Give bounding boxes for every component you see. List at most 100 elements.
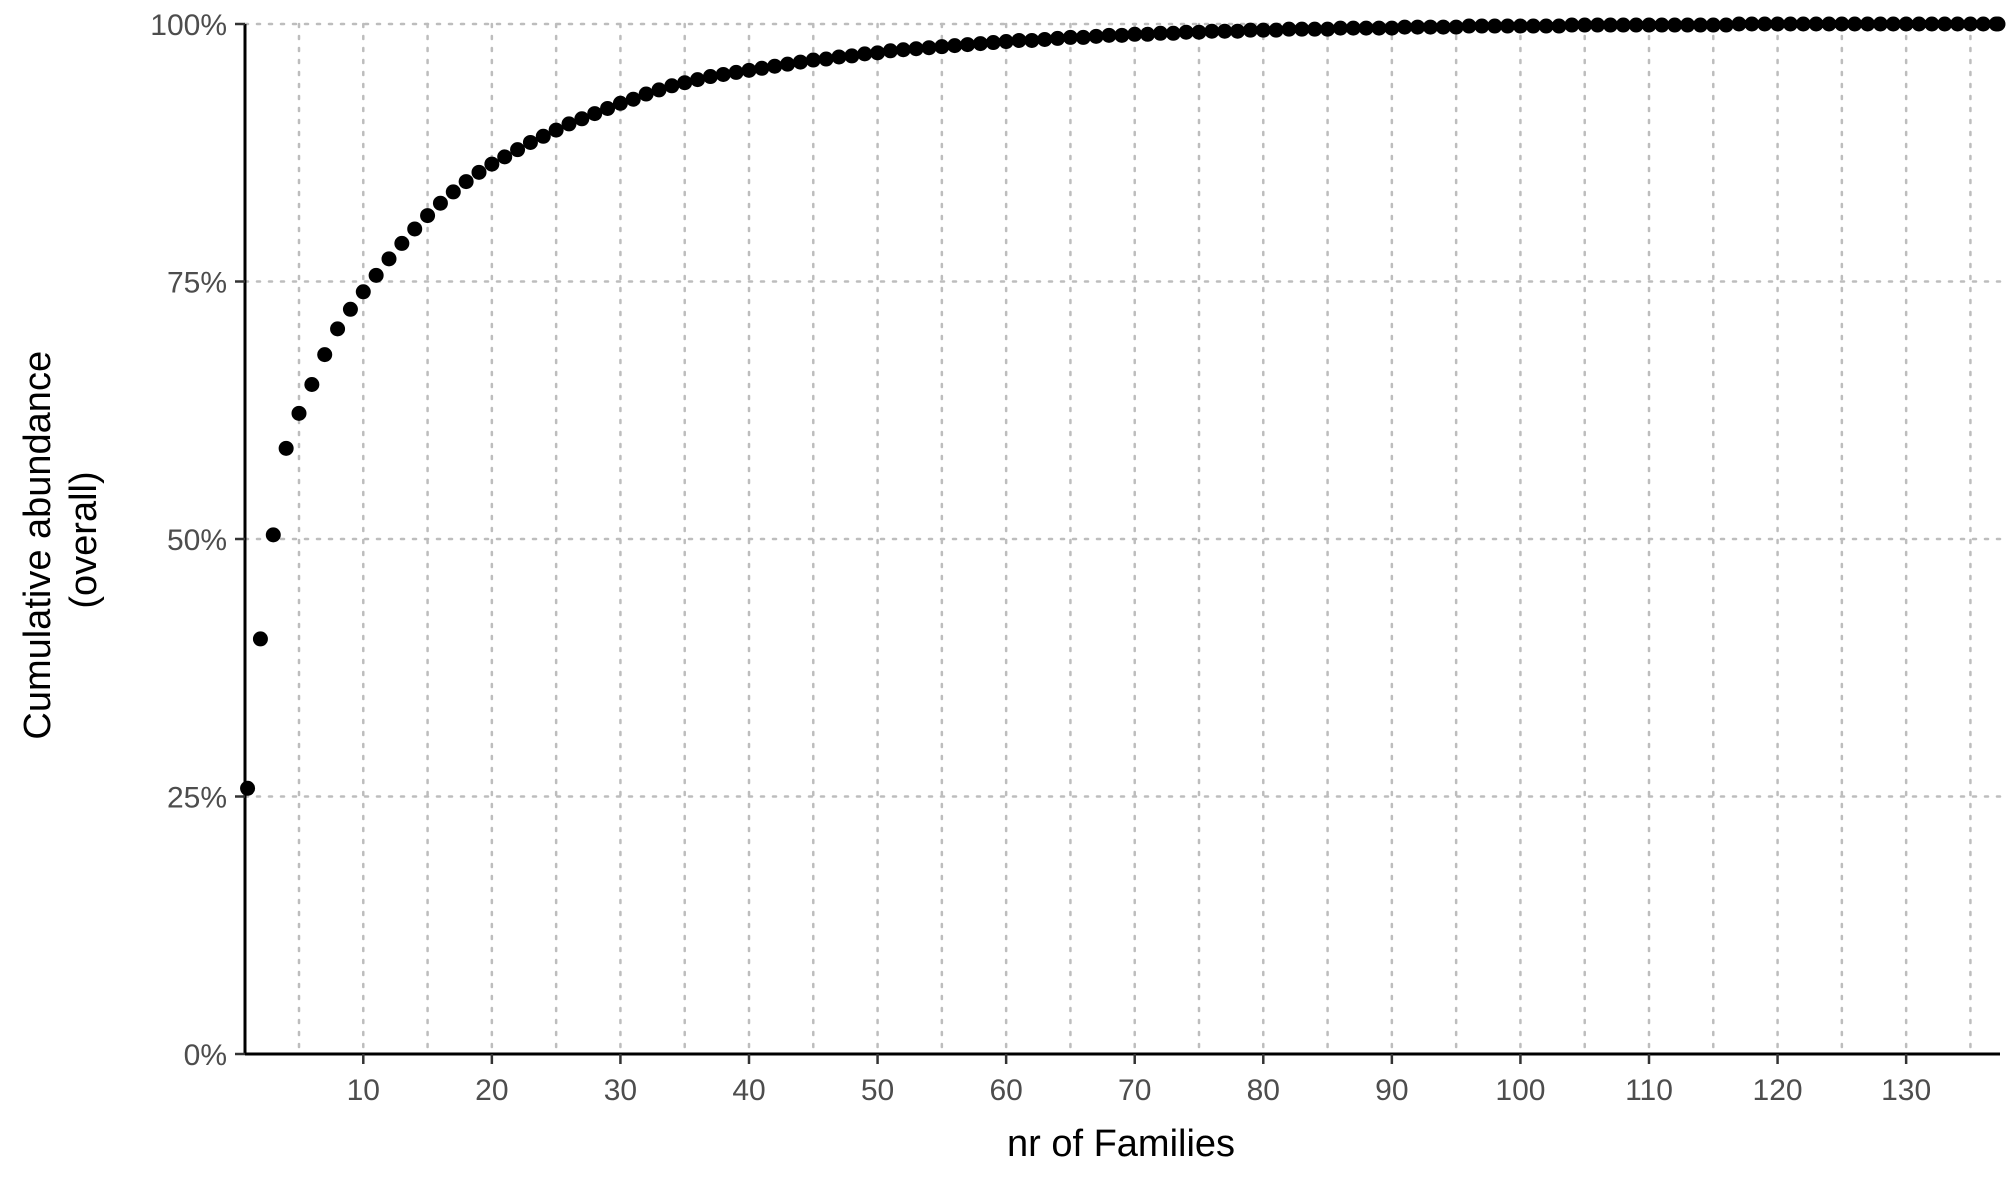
data-point: [458, 174, 474, 190]
data-point: [728, 64, 744, 80]
data-point: [1680, 17, 1696, 33]
x-tick-label: 80: [1247, 1074, 1280, 1107]
data-point: [1268, 22, 1284, 38]
data-point: [792, 54, 808, 70]
data-point: [1525, 18, 1541, 34]
data-point: [1744, 16, 1760, 32]
x-tick-label: 60: [989, 1074, 1022, 1107]
data-point: [831, 49, 847, 65]
data-point: [1821, 16, 1837, 32]
data-point: [818, 51, 834, 67]
data-point: [330, 321, 346, 337]
data-point: [612, 95, 628, 111]
data-point: [1384, 20, 1400, 36]
data-point: [1294, 21, 1310, 37]
data-point: [677, 75, 693, 91]
data-point: [754, 60, 770, 76]
data-point: [342, 301, 358, 317]
y-tick-label: 50%: [167, 524, 227, 557]
data-point: [702, 69, 718, 85]
x-axis-title: nr of Families: [1007, 1123, 1235, 1165]
data-point: [1011, 32, 1027, 48]
data-point: [1924, 16, 1940, 32]
data-point: [1705, 17, 1721, 33]
x-tick-label: 40: [732, 1074, 765, 1107]
data-point: [407, 221, 423, 237]
data-point: [1808, 16, 1824, 32]
data-point: [240, 780, 256, 796]
data-point: [548, 122, 564, 138]
data-point: [1551, 18, 1567, 34]
data-point: [497, 149, 513, 165]
y-tick-label: 0%: [184, 1039, 227, 1072]
x-tick-label: 100: [1495, 1074, 1545, 1107]
data-point: [1641, 17, 1657, 33]
data-point: [934, 39, 950, 55]
data-point: [471, 164, 487, 180]
data-point: [1165, 25, 1181, 41]
data-point: [535, 128, 551, 144]
data-point: [767, 58, 783, 74]
data-point: [1795, 16, 1811, 32]
data-point: [561, 116, 577, 132]
data-point: [1654, 17, 1670, 33]
data-point: [998, 34, 1014, 50]
x-axis-ticks: 10 20 30 40 50 60 70 80 90 100 110 120 130: [347, 1054, 1931, 1107]
data-point: [1075, 29, 1091, 45]
data-point: [1320, 21, 1336, 37]
x-tick-label: 90: [1375, 1074, 1408, 1107]
data-point: [1101, 27, 1117, 43]
data-point: [870, 45, 886, 61]
x-tick-label: 30: [604, 1074, 637, 1107]
data-point: [1770, 16, 1786, 32]
data-point: [908, 41, 924, 57]
data-point: [1990, 16, 2006, 32]
data-point: [1602, 17, 1618, 33]
y-axis-title: Cumulative abundance (overall): [17, 340, 105, 739]
data-point: [1937, 16, 1953, 32]
data-point: [1024, 32, 1040, 48]
data-point: [304, 377, 320, 392]
data-point: [1474, 18, 1490, 34]
data-point: [921, 40, 937, 56]
data-point: [1242, 22, 1258, 38]
data-point: [1692, 17, 1708, 33]
data-point: [484, 156, 500, 172]
data-point: [1127, 26, 1143, 42]
y-axis-title-line-1: Cumulative abundance: [17, 351, 59, 740]
y-tick-label: 100%: [150, 9, 227, 42]
data-point: [1500, 18, 1516, 34]
grid-lines: [243, 22, 2002, 1056]
data-point: [1461, 18, 1477, 34]
data-point: [600, 100, 616, 116]
data-point: [1332, 20, 1348, 36]
data-point: [895, 42, 911, 58]
data-point: [1178, 24, 1194, 40]
data-point: [522, 134, 538, 150]
data-point: [1628, 17, 1644, 33]
data-point: [1885, 16, 1901, 32]
data-point: [857, 46, 873, 62]
data-point: [1577, 17, 1593, 33]
data-point: [510, 142, 526, 158]
data-point: [1204, 23, 1220, 39]
data-point: [368, 267, 384, 283]
data-point: [1950, 16, 1966, 32]
x-tick-label: 50: [861, 1074, 894, 1107]
data-point: [1667, 17, 1683, 33]
data-point: [317, 347, 333, 363]
data-point: [1114, 27, 1130, 43]
data-point: [1191, 24, 1207, 40]
data-point: [1538, 18, 1554, 34]
data-point: [1345, 20, 1361, 36]
data-point: [432, 195, 448, 211]
x-tick-label: 130: [1881, 1074, 1931, 1107]
data-point: [690, 72, 706, 88]
data-point: [1217, 23, 1233, 39]
data-point: [638, 86, 654, 102]
data-point: [445, 184, 461, 200]
data-point: [1230, 23, 1246, 39]
data-point: [1564, 17, 1580, 33]
data-point: [1872, 16, 1888, 32]
